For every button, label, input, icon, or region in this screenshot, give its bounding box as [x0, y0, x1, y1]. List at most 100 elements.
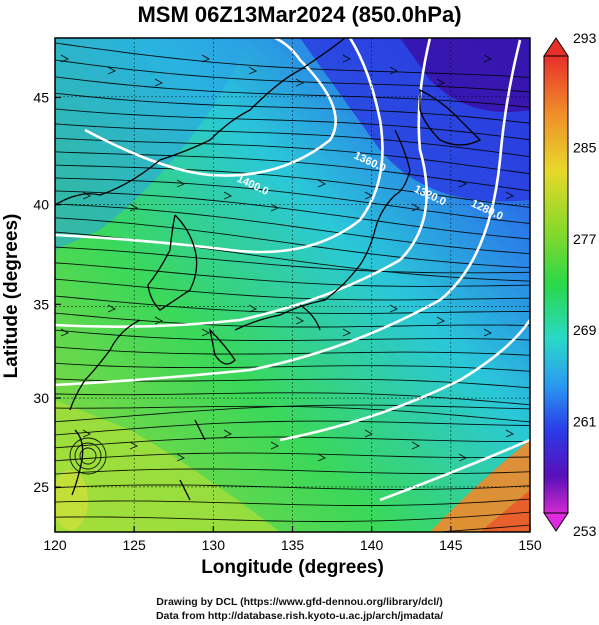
streamline — [55, 123, 530, 158]
streamline-arrow — [107, 66, 117, 75]
streamline-arrow — [248, 66, 258, 75]
streamline — [55, 511, 530, 522]
x-tick-label: 130 — [202, 537, 226, 553]
streamline-arrow — [389, 66, 399, 75]
streamline — [55, 278, 530, 301]
streamline-arrow — [270, 203, 280, 212]
streamline — [55, 151, 530, 192]
y-tick-label: 30 — [33, 390, 49, 406]
x-tick-label: 120 — [43, 537, 67, 553]
wind-streamlines — [55, 42, 530, 532]
x-tick-label: 150 — [518, 537, 542, 553]
streamline-arrow — [129, 441, 139, 450]
x-tick-label: 135 — [281, 537, 305, 553]
x-tick-label: 145 — [439, 537, 463, 553]
streamline-arrow — [60, 54, 70, 63]
y-tick-label: 40 — [33, 197, 49, 213]
streamline-arrow — [295, 78, 305, 87]
x-tick-label: 125 — [122, 537, 146, 553]
streamline-arrow — [201, 54, 211, 63]
streamline-arrow — [505, 429, 515, 438]
streamline — [55, 468, 530, 475]
y-tick-label: 35 — [33, 296, 49, 312]
streamline-arrow — [483, 328, 493, 337]
streamline — [55, 177, 530, 224]
streamline — [55, 190, 530, 240]
streamline-arrow — [505, 191, 515, 200]
x-axis-label: Longitude (degrees) — [201, 557, 384, 578]
streamline — [55, 420, 530, 436]
vortex-streamline — [69, 437, 107, 475]
streamline — [55, 404, 530, 423]
streamline-arrow — [411, 441, 421, 450]
streamline-arrow — [342, 54, 352, 63]
vortex-streamline — [79, 447, 97, 465]
streamline-arrow — [223, 191, 233, 200]
streamline — [55, 484, 530, 490]
streamline — [55, 392, 530, 406]
streamline — [55, 262, 530, 287]
y-axis-label: Latitude (degrees) — [1, 213, 22, 379]
x-tick-label: 140 — [360, 537, 384, 553]
streamline-arrow — [458, 179, 468, 188]
colorbar-label: 261 — [573, 414, 597, 430]
streamline-arrow — [270, 441, 280, 450]
streamline-arrow — [154, 316, 164, 325]
streamline — [55, 217, 530, 269]
credit-drawing: Drawing by DCL (https://www.gfd-dennou.o… — [156, 596, 443, 608]
streamline — [55, 346, 530, 356]
streamline-arrow — [107, 304, 117, 313]
streamline — [55, 362, 530, 372]
y-tick-label: 25 — [33, 479, 49, 495]
colorbar-body — [543, 55, 569, 514]
streamline — [55, 59, 530, 93]
streamline — [55, 329, 530, 341]
streamline-arrow — [483, 54, 493, 63]
streamline — [55, 203, 530, 255]
streamline-arrow — [154, 78, 164, 87]
streamline-arrow — [436, 78, 446, 87]
streamline-arrow — [201, 328, 211, 337]
streamline — [55, 42, 530, 78]
streamline — [55, 312, 530, 328]
streamline-arrow — [317, 453, 327, 462]
streamline — [55, 76, 530, 108]
coastlines — [55, 38, 482, 501]
colorbar-top-triangle — [543, 37, 569, 57]
streamline-arrow — [82, 429, 92, 438]
streamline-arrow — [60, 328, 70, 337]
vortex-streamline — [74, 442, 102, 470]
streamline-arrow — [129, 203, 139, 212]
streamline — [55, 164, 530, 208]
colorbar-label: 253 — [573, 523, 597, 539]
map-grid — [55, 38, 530, 532]
streamline-arrow — [176, 453, 186, 462]
streamline — [432, 524, 530, 532]
map-title: MSM 06Z13Mar2024 (850.0hPa) — [137, 2, 462, 27]
colorbar-label: 269 — [573, 322, 597, 338]
colorbar: 293 285 277 269 261 253 — [543, 30, 597, 539]
streamline-arrow — [176, 179, 186, 188]
streamline-arrow — [411, 203, 421, 212]
colorbar-label: 293 — [573, 30, 597, 46]
colorbar-bottom-triangle — [543, 512, 569, 532]
streamline — [55, 295, 530, 314]
y-axis-ticks: 25 30 35 40 45 — [33, 89, 61, 495]
streamline-arrow — [436, 316, 446, 325]
streamline-arrow — [295, 316, 305, 325]
x-axis-ticks: 120 125 130 135 140 145 150 — [43, 526, 542, 553]
credit-data: Data from http://database.rish.kyoto-u.a… — [155, 610, 444, 622]
streamline — [55, 137, 530, 175]
streamline-arrow — [317, 179, 327, 188]
streamline-arrow — [223, 429, 233, 438]
streamline — [55, 405, 530, 423]
streamline — [55, 108, 530, 141]
colorbar-label: 285 — [573, 139, 597, 155]
streamline-arrow — [458, 453, 468, 462]
streamline — [55, 498, 530, 506]
streamline-arrow — [342, 328, 352, 337]
y-tick-label: 45 — [33, 89, 49, 105]
streamline — [55, 92, 530, 124]
colorbar-label: 277 — [573, 231, 597, 247]
